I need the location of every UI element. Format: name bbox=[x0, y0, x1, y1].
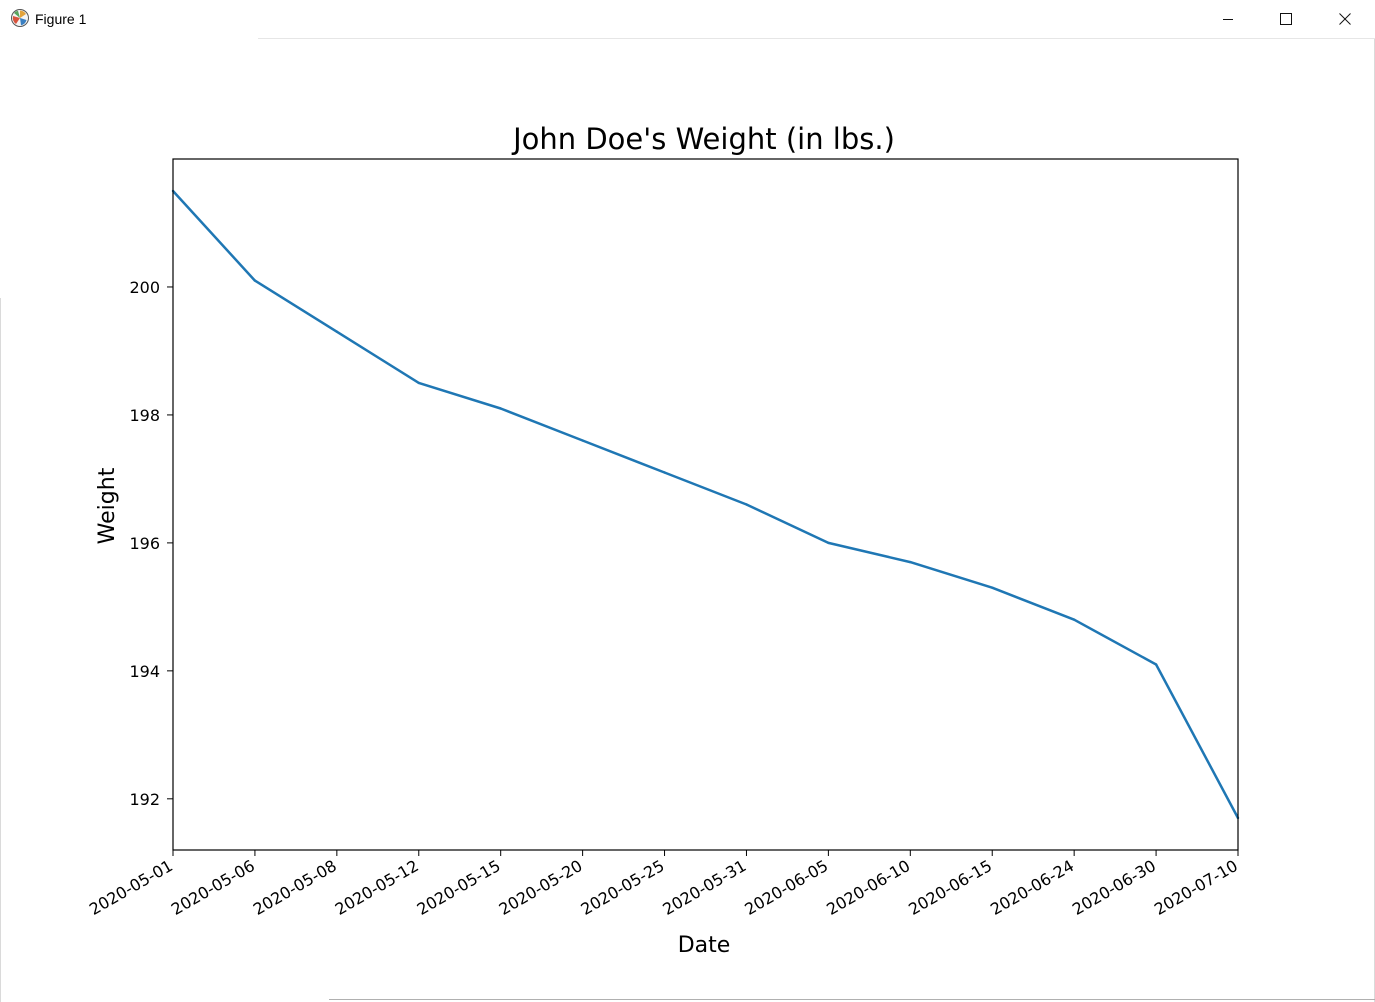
maximize-button[interactable] bbox=[1257, 0, 1315, 38]
x-tick-label: 2020-06-30 bbox=[1069, 856, 1159, 919]
title-bar-divider bbox=[258, 38, 1375, 39]
data-point bbox=[1072, 618, 1076, 621]
window-border-bottom bbox=[329, 999, 1375, 1000]
close-button[interactable] bbox=[1316, 0, 1374, 38]
x-tick-label: 2020-06-15 bbox=[905, 856, 995, 919]
close-icon bbox=[1339, 13, 1351, 25]
title-bar[interactable]: Figure 1 bbox=[0, 0, 1375, 38]
data-point bbox=[991, 586, 994, 589]
series-line bbox=[172, 190, 1240, 819]
x-tick-label: 2020-06-05 bbox=[741, 856, 831, 919]
figure-canvas[interactable] bbox=[0, 39, 1375, 1002]
x-axis-label: Date bbox=[678, 933, 731, 958]
minimize-button[interactable] bbox=[1199, 0, 1257, 38]
data-point bbox=[499, 407, 502, 410]
x-tick-label: 2020-05-25 bbox=[578, 856, 668, 919]
y-tick-label: 198 bbox=[129, 406, 160, 425]
data-point bbox=[253, 279, 257, 282]
x-tick-label: 2020-07-10 bbox=[1151, 856, 1241, 919]
data-point bbox=[663, 471, 666, 474]
window-border-left bbox=[0, 298, 1, 1002]
y-tick-label: 192 bbox=[129, 790, 160, 809]
x-tick-label: 2020-05-08 bbox=[250, 856, 340, 919]
chart-title: John Doe's Weight (in lbs.) bbox=[511, 122, 895, 156]
y-tick-label: 194 bbox=[129, 662, 160, 681]
x-tick-label: 2020-06-24 bbox=[987, 856, 1077, 919]
x-tick-label: 2020-05-20 bbox=[496, 856, 586, 919]
y-tick-label: 200 bbox=[129, 278, 160, 297]
x-tick-label: 2020-06-10 bbox=[823, 856, 913, 919]
y-axis-label: Weight bbox=[95, 467, 120, 544]
x-tick-label: 2020-05-12 bbox=[332, 856, 422, 919]
x-tick-label: 2020-05-01 bbox=[86, 856, 176, 919]
window-title: Figure 1 bbox=[35, 11, 87, 27]
plot-area: 1921941961982002020-05-012020-05-062020-… bbox=[86, 158, 1241, 919]
data-point bbox=[909, 560, 912, 564]
data-point bbox=[417, 381, 420, 385]
minimize-icon bbox=[1222, 13, 1234, 25]
data-point bbox=[581, 439, 584, 442]
x-tick-label: 2020-05-31 bbox=[659, 856, 749, 919]
axes-frame bbox=[172, 158, 1239, 851]
matplotlib-icon bbox=[10, 8, 30, 28]
maximize-icon bbox=[1280, 13, 1292, 25]
y-tick-label: 196 bbox=[129, 534, 160, 553]
data-point bbox=[1154, 663, 1158, 666]
x-tick-label: 2020-05-06 bbox=[168, 856, 258, 919]
data-point bbox=[827, 541, 830, 545]
data-point bbox=[745, 503, 748, 506]
data-point bbox=[335, 330, 339, 333]
x-tick-label: 2020-05-15 bbox=[414, 856, 504, 919]
